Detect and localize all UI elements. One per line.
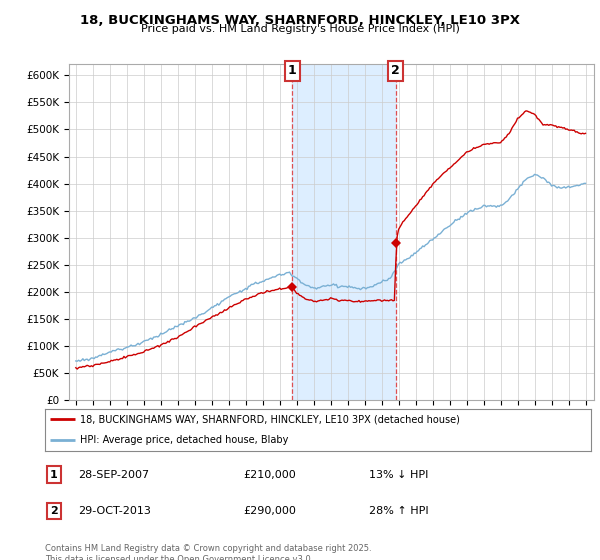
Text: 13% ↓ HPI: 13% ↓ HPI <box>369 470 428 479</box>
Text: HPI: Average price, detached house, Blaby: HPI: Average price, detached house, Blab… <box>80 435 289 445</box>
Text: £210,000: £210,000 <box>243 470 296 479</box>
Text: 18, BUCKINGHAMS WAY, SHARNFORD, HINCKLEY, LE10 3PX (detached house): 18, BUCKINGHAMS WAY, SHARNFORD, HINCKLEY… <box>80 414 460 424</box>
Text: 2: 2 <box>391 64 400 77</box>
Text: 1: 1 <box>50 470 58 479</box>
Text: 29-OCT-2013: 29-OCT-2013 <box>78 506 151 516</box>
Text: Contains HM Land Registry data © Crown copyright and database right 2025.
This d: Contains HM Land Registry data © Crown c… <box>45 544 371 560</box>
Text: 2: 2 <box>50 506 58 516</box>
Text: 28-SEP-2007: 28-SEP-2007 <box>78 470 149 479</box>
Text: Price paid vs. HM Land Registry's House Price Index (HPI): Price paid vs. HM Land Registry's House … <box>140 24 460 34</box>
Text: £290,000: £290,000 <box>243 506 296 516</box>
Text: 1: 1 <box>288 64 297 77</box>
Text: 28% ↑ HPI: 28% ↑ HPI <box>369 506 428 516</box>
Text: 18, BUCKINGHAMS WAY, SHARNFORD, HINCKLEY, LE10 3PX: 18, BUCKINGHAMS WAY, SHARNFORD, HINCKLEY… <box>80 14 520 27</box>
Bar <box>292 64 396 400</box>
